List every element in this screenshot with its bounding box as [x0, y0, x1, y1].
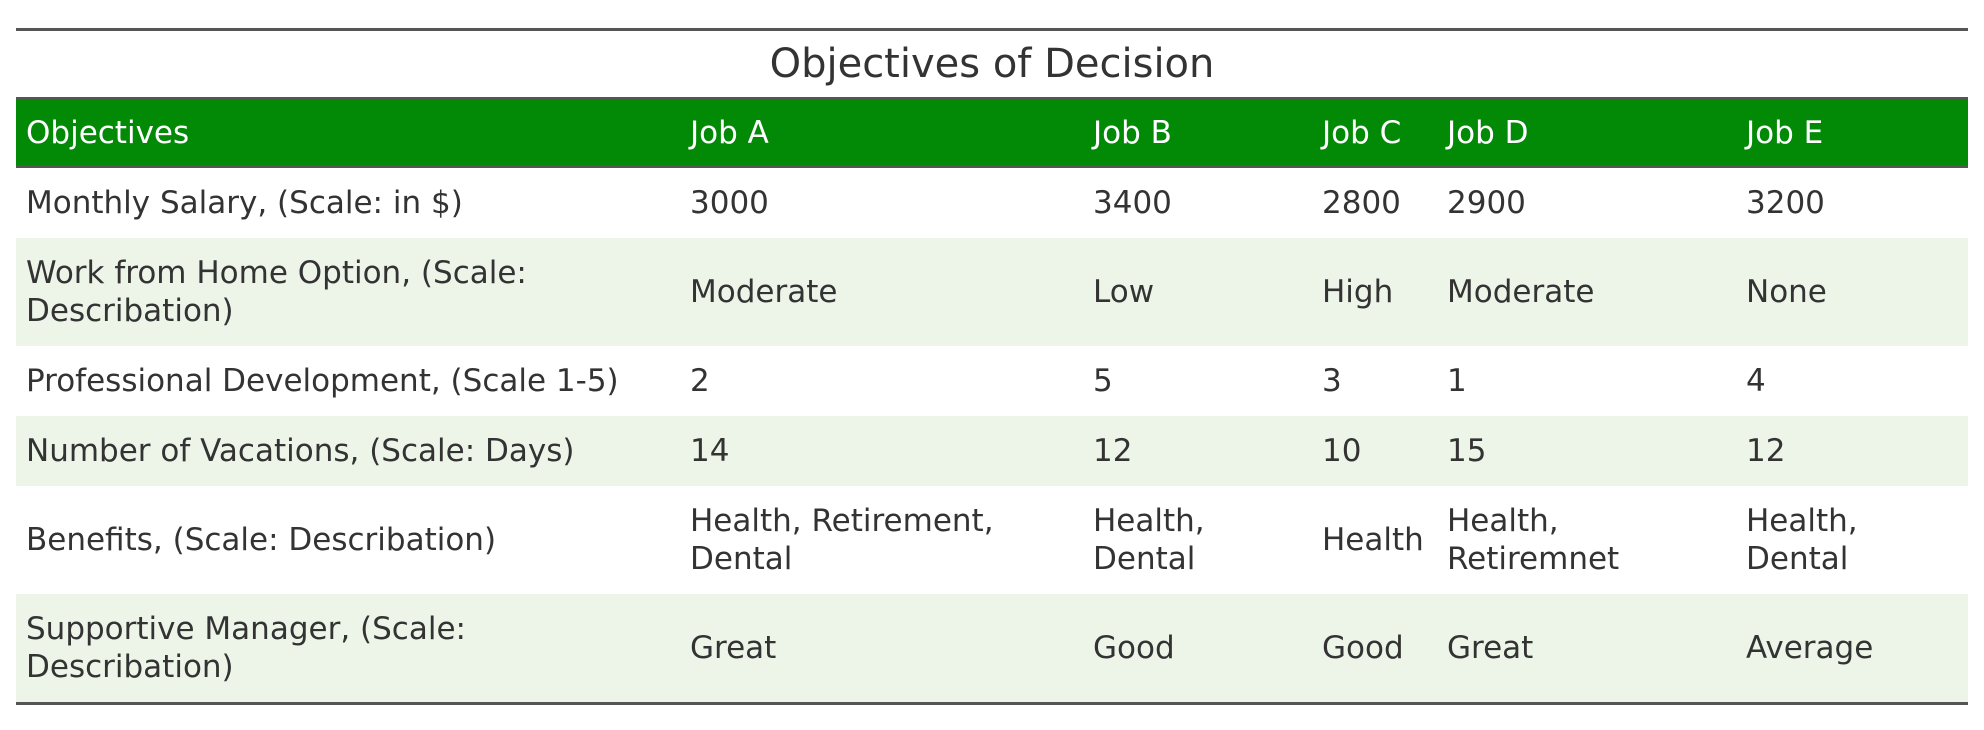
column-header-job-d: Job D [1447, 114, 1529, 151]
decision-table: Objectives of Decision Objectives Job A … [16, 28, 1968, 705]
table-cell: 3 [1322, 363, 1342, 399]
table-cell: Great [690, 630, 777, 666]
table-cell: 3000 [690, 185, 769, 221]
table-header-row: Objectives Job A Job B Job C Job D Job E [16, 100, 1968, 165]
column-header-job-c: Job C [1322, 114, 1402, 151]
table-title: Objectives of Decision [769, 41, 1215, 87]
table-cell: Moderate [1447, 274, 1595, 310]
table-cell: Health, Retiremnet [1447, 503, 1620, 577]
row-label: Supportive Manager, (Scale: Describation… [26, 611, 466, 685]
column-header-job-a: Job A [690, 114, 769, 151]
table-row: Number of Vacations, (Scale: Days) 14 12… [16, 416, 1968, 486]
table-cell: None [1746, 274, 1827, 310]
table-cell: 4 [1746, 363, 1766, 399]
row-label: Benefits, (Scale: Describation) [26, 522, 497, 558]
table-cell: 15 [1447, 433, 1487, 469]
table-cell: 3200 [1746, 185, 1825, 221]
table-cell: 10 [1322, 433, 1362, 469]
table-cell: 2 [690, 363, 710, 399]
table-bottom-rule [16, 702, 1968, 705]
table-cell: Average [1746, 630, 1874, 666]
table-cell: Good [1093, 630, 1175, 666]
table-cell: Good [1322, 630, 1404, 666]
table-top-rule [16, 28, 1968, 31]
table-cell: Health, Retirement, Dental [690, 503, 994, 577]
table-cell: 3400 [1093, 185, 1172, 221]
table-cell: 14 [690, 433, 730, 469]
row-label: Number of Vacations, (Scale: Days) [26, 433, 575, 469]
row-label: Professional Development, (Scale 1-5) [26, 363, 619, 399]
table-row: Work from Home Option, (Scale: Describat… [16, 238, 1968, 346]
table-cell: Health [1322, 522, 1424, 558]
table-row: Monthly Salary, (Scale: in $) 3000 3400 … [16, 168, 1968, 238]
title-rule [16, 97, 1968, 100]
table-cell: 1 [1447, 363, 1467, 399]
table-cell: 12 [1093, 433, 1133, 469]
table-row: Professional Development, (Scale 1-5) 2 … [16, 346, 1968, 416]
table-cell: Great [1447, 630, 1534, 666]
table-cell: Low [1093, 274, 1155, 310]
table-cell: Health, Dental [1093, 503, 1205, 577]
table-row: Benefits, (Scale: Describation) Health, … [16, 486, 1968, 594]
table-cell: 2800 [1322, 185, 1401, 221]
table-cell: 5 [1093, 363, 1113, 399]
table-cell: Moderate [690, 274, 838, 310]
row-label: Monthly Salary, (Scale: in $) [26, 185, 463, 221]
table-cell: High [1322, 274, 1394, 310]
table-cell: 2900 [1447, 185, 1526, 221]
header-rule [16, 165, 1968, 168]
objectives-table-body: Monthly Salary, (Scale: in $) 3000 3400 … [16, 168, 1968, 702]
column-header-job-b: Job B [1093, 114, 1172, 151]
row-label: Work from Home Option, (Scale: Describat… [26, 255, 527, 329]
table-cell: 12 [1746, 433, 1786, 469]
column-header-objectives: Objectives [26, 114, 190, 151]
column-header-job-e: Job E [1746, 114, 1824, 151]
objectives-table: Objectives Job A Job B Job C Job D Job E [16, 100, 1968, 165]
table-cell: Health, Dental [1746, 503, 1858, 577]
table-row: Supportive Manager, (Scale: Describation… [16, 594, 1968, 702]
